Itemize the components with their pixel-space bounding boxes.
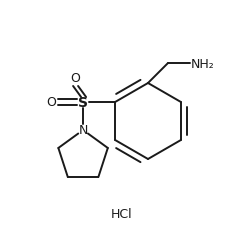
Text: O: O	[46, 96, 56, 109]
Text: NH₂: NH₂	[191, 57, 215, 70]
Text: S: S	[78, 95, 88, 109]
Text: HCl: HCl	[111, 208, 133, 221]
Text: N: N	[78, 124, 88, 137]
Text: O: O	[70, 71, 80, 84]
